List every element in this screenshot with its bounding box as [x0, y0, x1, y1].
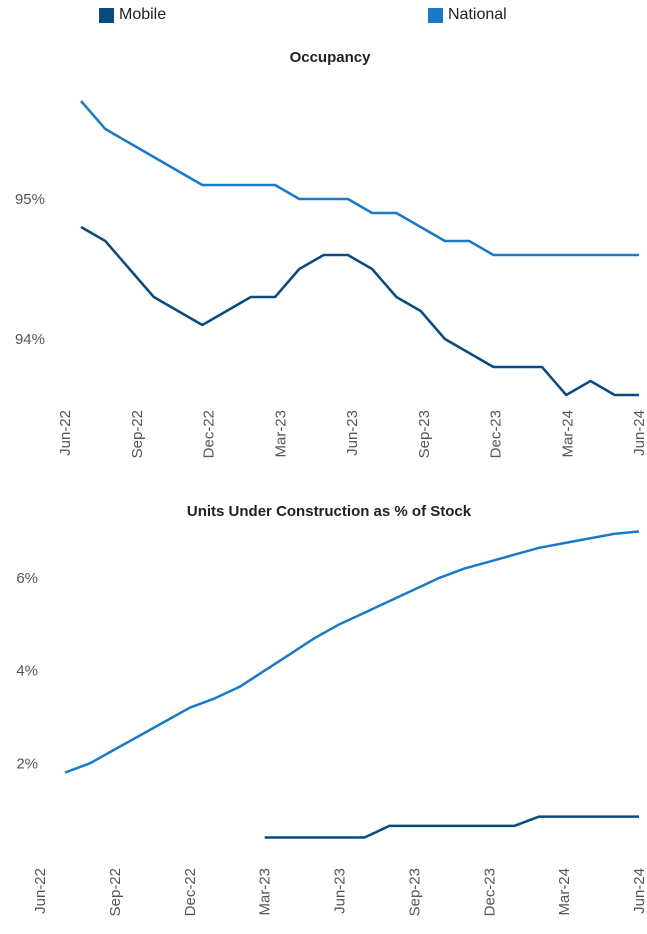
legend-item-national: National: [428, 6, 507, 24]
construction-y-tick-label: 2%: [16, 755, 38, 772]
construction-x-tick-label: Sep-23: [406, 868, 423, 916]
construction-x-tick-label: Sep-22: [107, 868, 124, 916]
occupancy-x-tick-label: Jun-23: [344, 410, 361, 456]
construction-x-tick-label: Jun-22: [32, 868, 49, 914]
construction-series-line-national: [64, 530, 640, 774]
occupancy-x-tick-label: Sep-23: [416, 410, 433, 458]
construction-y-tick-label: 4%: [16, 663, 38, 680]
occupancy-y-tick-label: 95%: [15, 191, 45, 208]
construction-title: Units Under Construction as % of Stock: [187, 503, 472, 520]
occupancy-series-line-national: [80, 100, 639, 257]
construction-y-tick-label: 6%: [16, 570, 38, 587]
legend-swatch-mobile: [99, 7, 114, 23]
construction-x-tick-label: Dec-23: [481, 868, 498, 916]
occupancy-x-tick-label: Sep-22: [129, 410, 146, 458]
occupancy-x-tick-label: Jun-24: [631, 410, 647, 456]
construction-x-tick-label: Mar-24: [556, 868, 573, 916]
occupancy-x-tick-label: Dec-22: [201, 410, 218, 458]
occupancy-y-tick-label: 94%: [15, 331, 45, 348]
legend-item-mobile: Mobile: [99, 6, 166, 24]
legend-swatch-national: [428, 7, 443, 23]
construction-series-line-mobile: [264, 815, 639, 839]
construction-x-tick-label: Jun-24: [631, 868, 647, 914]
construction-x-tick-label: Dec-22: [182, 868, 199, 916]
construction-x-tick-label: Mar-23: [257, 868, 274, 916]
occupancy-title: Occupancy: [290, 49, 372, 66]
occupancy-x-tick-label: Mar-23: [272, 410, 289, 458]
occupancy-x-tick-label: Mar-24: [559, 410, 576, 458]
construction-chart: Units Under Construction as % of Stock 2…: [16, 503, 647, 916]
occupancy-x-tick-label: Jun-22: [57, 410, 74, 456]
construction-x-tick-label: Jun-23: [332, 868, 349, 914]
occupancy-x-tick-label: Dec-23: [488, 410, 505, 458]
occupancy-chart: Occupancy 94% 95% Jun-22 Sep-22 Dec-22 Mar-23…: [15, 49, 647, 458]
occupancy-series-line-mobile: [80, 225, 639, 397]
legend: Mobile National: [0, 6, 647, 28]
legend-label-mobile: Mobile: [119, 6, 167, 23]
legend-label-national: National: [448, 6, 507, 23]
